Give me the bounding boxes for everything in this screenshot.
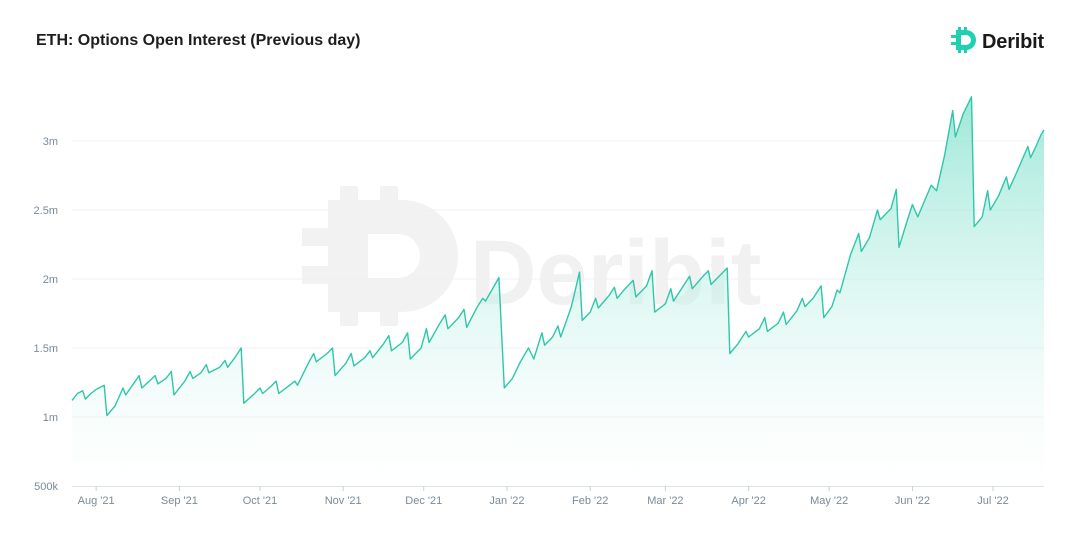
x-tick-label: Dec '21 (405, 495, 442, 507)
y-axis: 500k 1m 1.5m 2m 2.5m 3m (34, 136, 59, 493)
x-tick-label: Nov '21 (325, 495, 362, 507)
x-tick-label: Feb '22 (572, 495, 608, 507)
x-tick-label: Apr '22 (731, 495, 766, 507)
watermark-logo-icon (302, 186, 458, 326)
x-tick-label: May '22 (810, 495, 848, 507)
y-tick-label: 500k (34, 481, 58, 493)
chart-title: ETH: Options Open Interest (Previous day… (36, 32, 361, 50)
x-tick-label: Jan '22 (489, 495, 524, 507)
x-tick-label: Aug '21 (78, 495, 115, 507)
x-tick-label: Mar '22 (647, 495, 683, 507)
deribit-logo-icon (950, 26, 978, 59)
x-tick-label: Jul '22 (977, 495, 1008, 507)
y-tick-label: 2m (43, 274, 58, 286)
y-tick-label: 2.5m (34, 205, 58, 217)
y-tick-label: 1.5m (34, 343, 58, 355)
x-tick-label: Sep '21 (161, 495, 198, 507)
x-tick-label: Jun '22 (895, 495, 930, 507)
x-axis: Aug '21 Sep '21 Oct '21 Nov '21 Dec '21 Jan '… (72, 486, 1044, 507)
y-tick-label: 1m (43, 412, 58, 424)
brand-name: Deribit (982, 31, 1044, 54)
x-tick-label: Oct '21 (243, 495, 278, 507)
y-tick-label: 3m (43, 136, 58, 148)
brand-logo[interactable]: Deribit (950, 26, 1044, 59)
